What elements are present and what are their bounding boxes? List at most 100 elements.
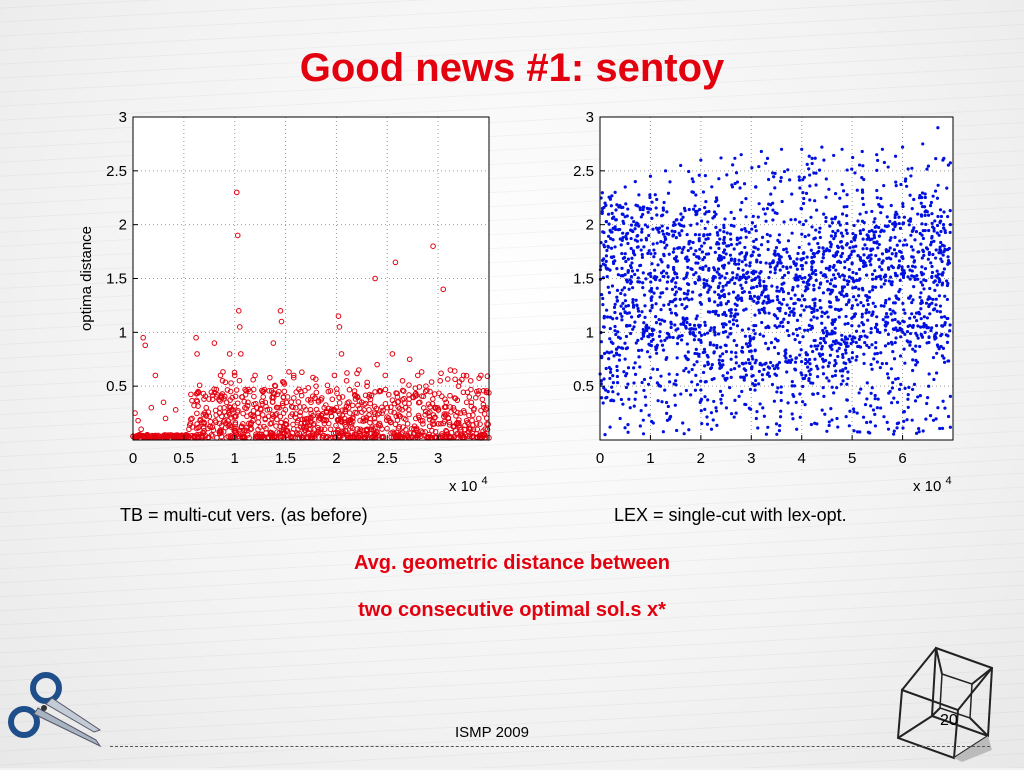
chart-lex-svg: 0 1 2 3 4 5 60.511.522.53x 10 4: [573, 109, 954, 495]
lex-point: [754, 185, 758, 189]
lex-point: [748, 361, 752, 366]
lex-point: [693, 388, 698, 392]
lex-point: [892, 357, 897, 361]
lex-point: [666, 191, 671, 195]
lex-point: [715, 242, 719, 246]
tb-point: [468, 399, 475, 406]
lex-point: [801, 400, 805, 404]
lex-point: [920, 283, 925, 287]
lex-point: [857, 337, 862, 341]
lex-point: [947, 246, 951, 251]
lex-point: [697, 352, 701, 357]
tb-point: [415, 412, 422, 419]
lex-point: [715, 343, 719, 348]
lex-point: [910, 166, 914, 170]
tb-point: [272, 383, 279, 389]
lex-point: [808, 362, 812, 366]
lex-point: [916, 212, 920, 216]
lex-point: [937, 233, 941, 237]
lex-point: [675, 372, 679, 377]
lex-point: [784, 247, 788, 251]
lex-point: [733, 257, 737, 261]
lex-point: [663, 169, 668, 173]
lex-point: [824, 177, 828, 181]
lex-point: [835, 349, 839, 353]
lex-point: [824, 219, 828, 224]
lex-point: [867, 345, 871, 350]
lex-point: [744, 215, 748, 219]
lex-point: [743, 275, 747, 279]
lex-point: [650, 306, 654, 310]
tb-point: [140, 334, 146, 341]
lex-point: [821, 328, 825, 333]
lex-point: [763, 212, 767, 216]
lex-point: [645, 327, 649, 331]
lex-point: [750, 227, 754, 231]
lex-point: [827, 420, 831, 424]
lex-point: [785, 370, 789, 374]
lex-point: [746, 357, 751, 362]
lex-point: [874, 285, 878, 289]
footer-divider: [110, 746, 990, 747]
lex-point: [695, 360, 699, 364]
lex-point: [932, 335, 937, 339]
lex-point: [632, 404, 636, 408]
lex-point: [712, 325, 717, 330]
lex-point: [779, 176, 783, 180]
lex-point: [660, 318, 664, 322]
lex-point: [752, 299, 756, 303]
lex-point: [893, 377, 898, 381]
tb-point: [450, 423, 457, 429]
lex-point: [611, 226, 615, 230]
tb-point: [160, 399, 167, 406]
lex-point: [761, 406, 765, 410]
lex-point: [872, 357, 876, 361]
tb-point: [305, 385, 312, 391]
tb-point: [367, 400, 374, 407]
lex-point: [873, 325, 878, 330]
lex-point: [686, 292, 690, 296]
lex-point: [737, 364, 741, 368]
lex-point: [729, 375, 733, 380]
lex-point: [816, 367, 820, 371]
lex-point: [908, 331, 913, 336]
lex-point: [600, 209, 604, 214]
lex-point: [928, 286, 932, 291]
lex-point: [637, 355, 641, 359]
tb-point: [212, 407, 219, 414]
lex-point: [761, 301, 765, 305]
lex-point: [880, 268, 884, 272]
lex-point: [869, 404, 873, 408]
lex-point: [603, 263, 607, 267]
lex-point: [624, 278, 629, 282]
lex-point: [650, 216, 654, 220]
lex-point: [784, 360, 788, 364]
lex-point: [701, 190, 706, 194]
tb-point: [209, 433, 216, 439]
lex-point: [773, 171, 777, 175]
lex-point: [634, 203, 638, 207]
tb-point: [298, 392, 305, 399]
lex-point: [850, 350, 855, 355]
lex-point: [864, 311, 868, 315]
lex-point: [661, 206, 665, 210]
lex-point: [759, 149, 763, 154]
lex-point: [856, 303, 860, 307]
lex-point: [640, 310, 644, 314]
lex-point: [705, 282, 709, 286]
lex-point: [928, 312, 932, 316]
lex-point: [626, 382, 630, 386]
lex-point: [845, 341, 849, 345]
lex-point: [844, 337, 848, 341]
lex-point: [703, 323, 707, 327]
tb-point: [440, 420, 447, 427]
tb-point: [262, 416, 269, 423]
lex-point: [640, 255, 645, 260]
lex-point: [616, 330, 620, 334]
lex-point: [935, 275, 939, 279]
lex-point: [901, 330, 905, 334]
lex-point: [824, 195, 828, 199]
lex-point: [902, 419, 906, 423]
lex-point: [838, 274, 842, 279]
tb-point: [419, 393, 425, 399]
